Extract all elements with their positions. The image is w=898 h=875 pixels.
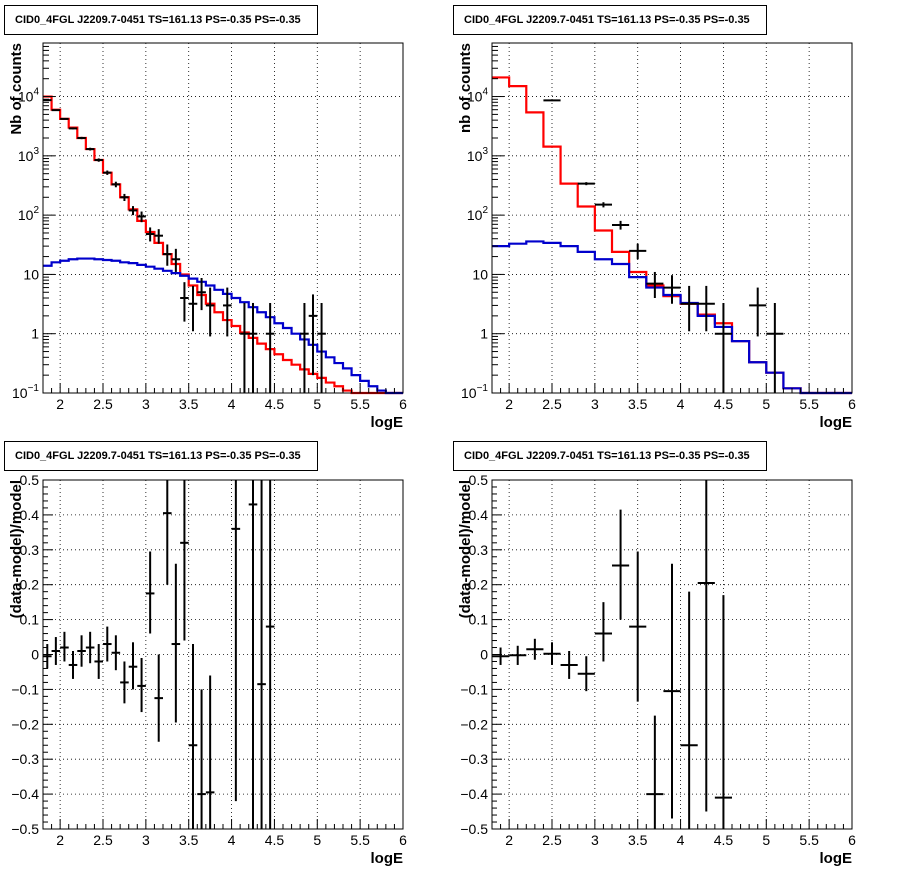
x-tick-label: 2 — [56, 832, 64, 848]
x-tick-label: 2.5 — [542, 832, 562, 848]
x-axis-label: logE — [371, 850, 404, 867]
x-axis-label: logE — [820, 414, 853, 431]
y-tick-label: 10−1 — [12, 383, 39, 401]
model-source-line — [492, 240, 852, 395]
x-tick-label: 5.5 — [799, 832, 819, 848]
y-tick-label: 1 — [480, 326, 488, 342]
y-tick-label: −0.2 — [460, 716, 488, 732]
x-tick-label: 5 — [313, 396, 321, 412]
x-tick-label: 5.5 — [350, 832, 370, 848]
x-tick-label: 3 — [591, 396, 599, 412]
x-tick-label: 2 — [505, 396, 513, 412]
x-tick-label: 4 — [677, 832, 685, 848]
y-tick-label: 0.5 — [20, 472, 40, 488]
plot-2: 2 2.5 3 3.5 4 4.5 5 5.5 6 logE 10−1 1 10 102 103 104nb … — [457, 42, 856, 431]
x-tick-label: 4.5 — [714, 832, 734, 848]
y-tick-label: −0.5 — [11, 821, 39, 837]
plot-frame — [42, 42, 404, 394]
y-tick-label: 0.1 — [20, 612, 40, 628]
y-tick-label: 10 — [23, 266, 39, 282]
y-tick-label: 0 — [480, 647, 488, 663]
x-tick-label: 4 — [228, 396, 236, 412]
x-tick-label: 5 — [762, 396, 770, 412]
y-tick-label: 103 — [467, 146, 489, 164]
x-tick-label: 4.5 — [265, 832, 285, 848]
y-tick-label: 0.1 — [469, 612, 489, 628]
x-tick-label: 2 — [505, 832, 513, 848]
x-tick-label: 2.5 — [93, 832, 113, 848]
x-tick-label: 6 — [399, 396, 407, 412]
y-tick-label: −0.1 — [460, 681, 488, 697]
plot3-title: CID0_4FGL J2209.7-0451 TS=161.13 PS=-0.3… — [4, 441, 318, 471]
model-source-line — [43, 257, 403, 395]
x-tick-label: 3 — [142, 832, 150, 848]
x-tick-label: 5.5 — [799, 396, 819, 412]
x-axis-label: logE — [820, 850, 853, 867]
y-tick-label: 0.3 — [20, 542, 40, 558]
x-tick-label: 3 — [591, 832, 599, 848]
y-axis-label: (data-model)/model — [8, 480, 25, 618]
y-tick-label: 0.2 — [20, 577, 40, 593]
x-tick-label: 5.5 — [350, 396, 370, 412]
plot-frame — [491, 42, 853, 394]
x-axis-label: logE — [371, 414, 404, 431]
x-tick-label: 5 — [762, 832, 770, 848]
x-tick-label: 2 — [56, 396, 64, 412]
x-tick-label: 3.5 — [628, 396, 648, 412]
x-tick-label: 2.5 — [542, 396, 562, 412]
x-tick-label: 4 — [228, 832, 236, 848]
y-tick-label: 10−1 — [461, 383, 488, 401]
plot-3: 2 2.5 3 3.5 4 4.5 5 5.5 6 logE −0.5 −0.4 −0.3 −0.2 −0.… — [8, 472, 407, 867]
y-tick-label: 1 — [31, 326, 39, 342]
y-tick-label: 0.4 — [20, 507, 40, 523]
x-tick-label: 2.5 — [93, 396, 113, 412]
y-tick-label: −0.5 — [460, 821, 488, 837]
y-tick-label: −0.3 — [460, 751, 488, 767]
model-total-line — [43, 95, 403, 395]
y-tick-label: 103 — [18, 146, 40, 164]
y-tick-label: 0.4 — [469, 507, 489, 523]
y-tick-label: 102 — [18, 205, 40, 223]
y-tick-label: 10 — [472, 266, 488, 282]
y-tick-label: 104 — [18, 87, 40, 105]
y-tick-label: −0.4 — [460, 786, 488, 802]
x-tick-label: 4.5 — [714, 396, 734, 412]
y-tick-label: −0.4 — [11, 786, 39, 802]
y-tick-label: 0.3 — [469, 542, 489, 558]
x-tick-label: 3 — [142, 396, 150, 412]
y-tick-label: 104 — [467, 87, 489, 105]
plot1-title: CID0_4FGL J2209.7-0451 TS=161.13 PS=-0.3… — [4, 5, 318, 35]
plot-4: 2 2.5 3 3.5 4 4.5 5 5.5 6 logE −0.5 −0.4 −0.3 −0.2 −0.… — [457, 472, 856, 867]
x-tick-label: 6 — [848, 832, 856, 848]
y-tick-label: 0.5 — [469, 472, 489, 488]
y-axis-label: nb of counts — [457, 43, 474, 133]
x-tick-label: 5 — [313, 832, 321, 848]
y-tick-label: −0.2 — [11, 716, 39, 732]
x-tick-label: 4 — [677, 396, 685, 412]
y-tick-label: −0.3 — [11, 751, 39, 767]
y-tick-label: 0.2 — [469, 577, 489, 593]
y-axis-label: (data-model)/model — [457, 480, 474, 618]
plot4-title: CID0_4FGL J2209.7-0451 TS=161.13 PS=-0.3… — [453, 441, 767, 471]
x-tick-label: 6 — [399, 832, 407, 848]
plot2-title: CID0_4FGL J2209.7-0451 TS=161.13 PS=-0.3… — [453, 5, 767, 35]
x-tick-label: 3.5 — [179, 832, 199, 848]
y-tick-label: 102 — [467, 205, 489, 223]
x-tick-label: 6 — [848, 396, 856, 412]
y-tick-label: 0 — [31, 647, 39, 663]
x-tick-label: 3.5 — [628, 832, 648, 848]
x-tick-label: 3.5 — [179, 396, 199, 412]
x-tick-label: 4.5 — [265, 396, 285, 412]
y-tick-label: −0.1 — [11, 681, 39, 697]
model-total-line — [492, 76, 852, 395]
plot-1: 2 2.5 3 3.5 4 4.5 5 5.5 6 logE 10−1 1 10 102 103 104Nb … — [8, 42, 407, 431]
y-axis-label: Nb of counts — [8, 43, 25, 135]
